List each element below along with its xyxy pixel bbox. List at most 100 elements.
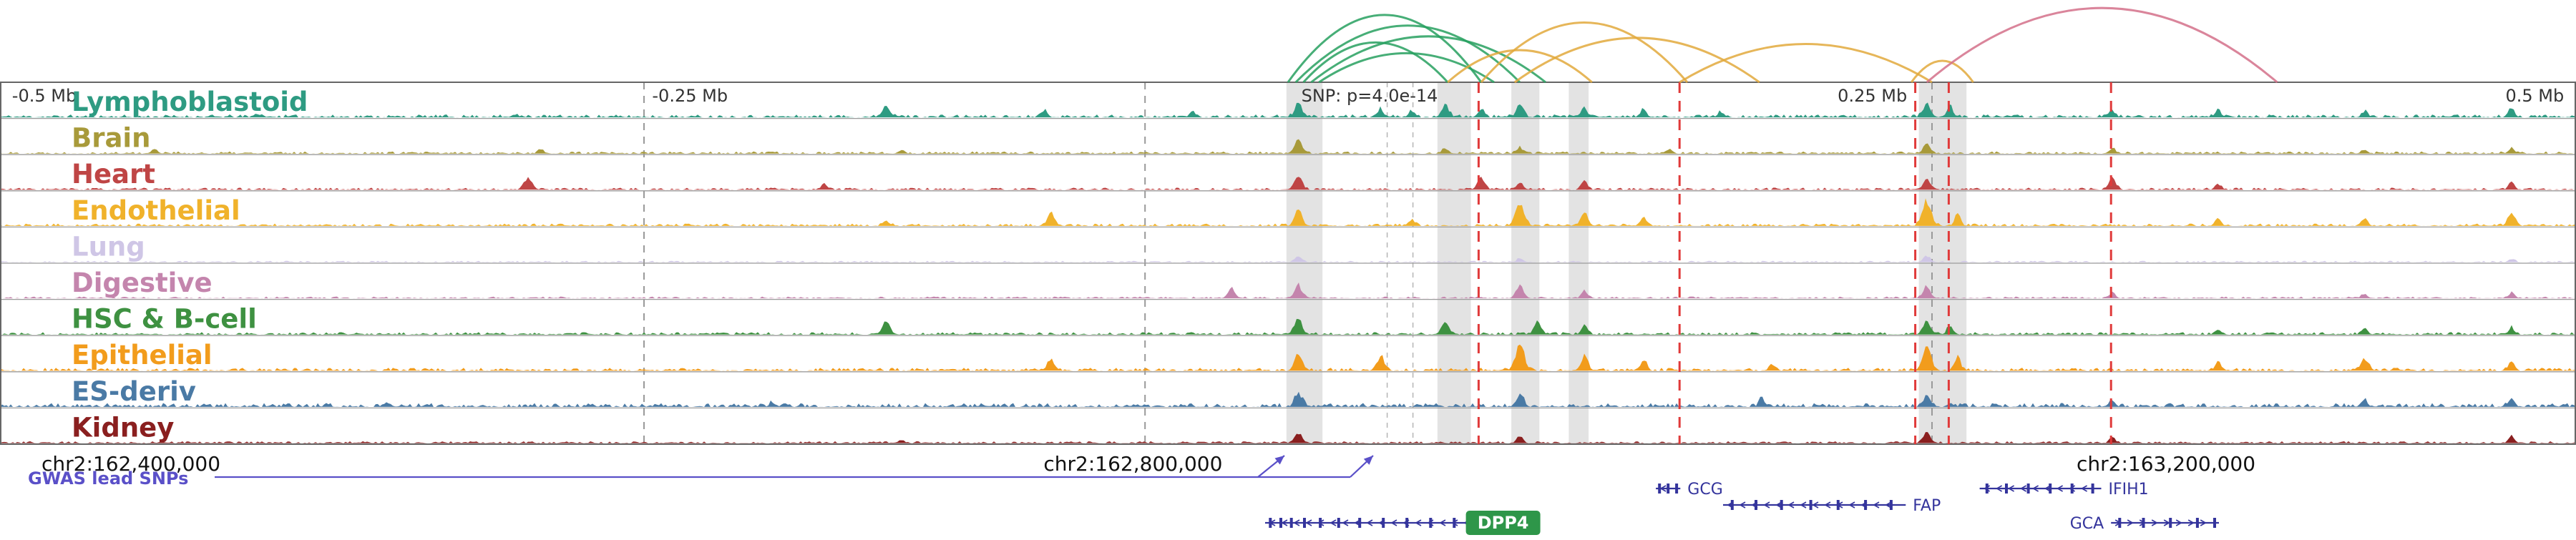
strand-arrow-icon <box>2175 519 2182 526</box>
track-label-heart[interactable]: Heart <box>72 159 155 190</box>
signal-track-lung <box>0 255 2576 262</box>
strand-arrow-icon <box>1763 501 1770 509</box>
track-label-es-deriv[interactable]: ES-deriv <box>72 376 196 407</box>
interaction-arc-green <box>1310 35 1546 84</box>
strand-arrow-icon <box>2019 485 2026 492</box>
strand-arrow-icon <box>2151 519 2158 526</box>
exon-tick <box>2091 483 2094 494</box>
signal-track-es-deriv <box>0 391 2576 407</box>
exon-tick <box>1405 518 1409 528</box>
interaction-arc-yellow <box>1513 36 1760 84</box>
track-label-endothelial[interactable]: Endothelial <box>72 195 240 226</box>
offset-label-snp-p-4-0e-14: SNP: p=4.0e-14 <box>1302 86 1438 106</box>
signal-track-kidney <box>0 432 2576 443</box>
exon-tick <box>1289 518 1293 528</box>
gwas-arrowhead-icon <box>1274 456 1284 465</box>
signal-track-endothelial <box>0 198 2576 226</box>
strand-arrow-icon <box>2127 519 2134 526</box>
gene-label[interactable]: GCG <box>1687 481 1722 499</box>
signal-track-lymphoblastoid <box>0 102 2576 118</box>
strand-arrow-icon <box>1415 519 1422 526</box>
offset-label-0-5-mb: 0.5 Mb <box>2505 86 2564 106</box>
exon-tick <box>1269 518 1272 528</box>
gene-label[interactable]: FAP <box>1913 497 1941 515</box>
exon-tick <box>1429 518 1433 528</box>
interaction-arc-yellow <box>1679 43 1933 84</box>
coordinate-label: chr2:162,800,000 <box>1043 452 1222 476</box>
exon-tick <box>1985 483 1989 494</box>
strand-arrow-icon <box>2200 519 2207 526</box>
signal-track-epithelial <box>0 344 2576 371</box>
track-label-lymphoblastoid[interactable]: Lymphoblastoid <box>72 87 308 117</box>
strand-arrow-icon <box>1739 501 1746 509</box>
strand-arrow-icon <box>2056 485 2063 492</box>
track-label-digestive[interactable]: Digestive <box>72 267 213 298</box>
track-label-kidney[interactable]: Kidney <box>72 412 174 443</box>
interaction-arc-pink <box>1926 6 2278 84</box>
offset-label-0-25-mb: -0.25 Mb <box>652 86 728 106</box>
gene-highlight-box[interactable] <box>1465 511 1541 535</box>
gene-dpp4[interactable]: DPP4 <box>1265 511 1541 535</box>
exon-tick <box>2213 518 2216 528</box>
interaction-arc-yellow <box>1447 49 1593 84</box>
exon-tick <box>1303 518 1306 528</box>
gene-label[interactable]: DPP4 <box>1478 513 1529 533</box>
strand-arrow-icon <box>1995 485 2002 492</box>
exon-tick <box>2049 483 2052 494</box>
strand-arrow-icon <box>1787 501 1795 509</box>
strand-arrow-icon <box>1800 501 1807 509</box>
gene-ifih1[interactable]: IFIH1 <box>1979 481 2149 499</box>
offset-label-0-5-mb: -0.5 Mb <box>12 86 77 106</box>
exon-tick <box>1358 518 1362 528</box>
exon-tick <box>2026 483 2030 494</box>
exon-tick <box>1809 500 1813 510</box>
gene-label[interactable]: IFIH1 <box>2109 481 2149 499</box>
exon-tick <box>1675 483 1679 494</box>
strand-arrow-icon <box>1848 501 1855 509</box>
strand-arrow-icon <box>1812 501 1819 509</box>
exon-tick <box>1667 483 1670 494</box>
exon-tick <box>1382 518 1385 528</box>
gene-fap[interactable]: FAP <box>1723 497 1941 515</box>
strand-arrow-icon <box>1330 519 1337 526</box>
exon-tick <box>1889 500 1893 510</box>
exon-tick <box>1780 500 1783 510</box>
exon-tick <box>2005 483 2008 494</box>
strand-arrow-icon <box>2187 519 2195 526</box>
exon-tick <box>1730 500 1734 510</box>
gwas-arrowhead-icon <box>1363 456 1373 465</box>
strand-arrow-icon <box>2080 485 2087 492</box>
track-label-lung[interactable]: Lung <box>72 231 145 262</box>
strand-arrow-icon <box>1342 519 1349 526</box>
gene-gcg[interactable]: GCG <box>1656 481 1723 499</box>
exon-tick <box>1836 500 1840 510</box>
gwas-lead-snps-label: GWAS lead SNPs <box>28 468 188 489</box>
coordinate-label: chr2:163,200,000 <box>2077 452 2255 476</box>
strand-arrow-icon <box>1305 519 1312 526</box>
offset-label-0-25-mb: 0.25 Mb <box>1838 86 1907 106</box>
exon-tick <box>1319 518 1322 528</box>
exon-tick <box>1658 483 1662 494</box>
coordinate-label: chr2:162,400,000 <box>42 452 220 476</box>
track-label-epithelial[interactable]: Epithelial <box>72 340 213 370</box>
strand-arrow-icon <box>2007 485 2014 492</box>
exon-tick <box>2169 518 2172 528</box>
strand-arrow-icon <box>1439 519 1446 526</box>
exon-tick <box>1755 500 1757 510</box>
strand-arrow-icon <box>1390 519 1397 526</box>
track-label-brain[interactable]: Brain <box>72 123 150 154</box>
strand-arrow-icon <box>1451 519 1458 526</box>
gene-gca[interactable]: GCA <box>2070 515 2219 533</box>
exon-tick <box>2195 518 2199 528</box>
track-label-hsc-b-cell[interactable]: HSC & B-cell <box>72 304 257 335</box>
interaction-arc-green <box>1318 51 1495 84</box>
strand-arrow-icon <box>1293 519 1300 526</box>
strand-arrow-icon <box>1824 501 1831 509</box>
gene-label[interactable]: GCA <box>2070 515 2104 533</box>
strand-arrow-icon <box>1317 519 1324 526</box>
exon-tick <box>1453 518 1456 528</box>
interaction-arc-green <box>1302 41 1449 84</box>
